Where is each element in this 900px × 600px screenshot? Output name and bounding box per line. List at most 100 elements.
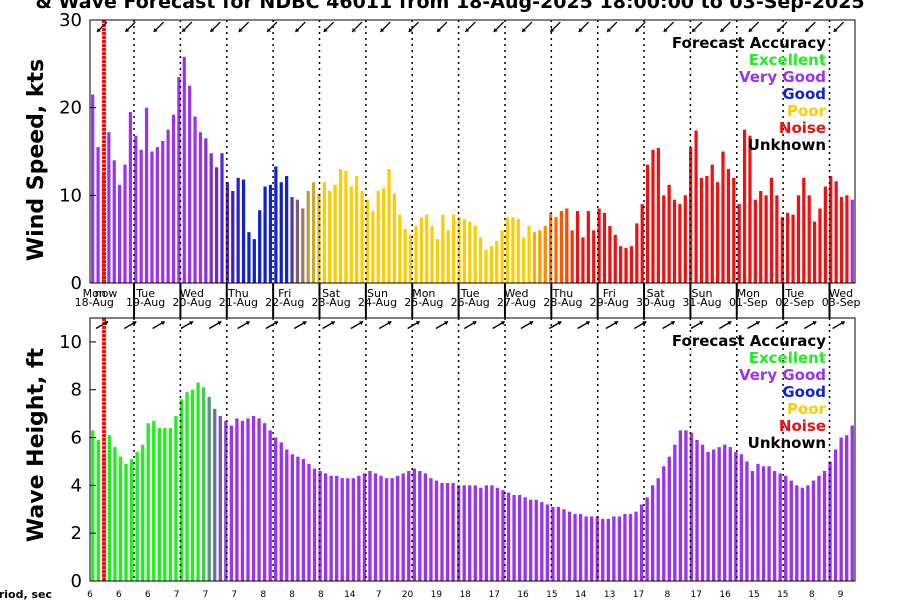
x-day-label: Mon: [412, 287, 435, 300]
bar: [656, 147, 660, 283]
bar: [645, 164, 650, 283]
y-tick-label: 20: [59, 98, 82, 119]
x-day-label: Sat: [647, 287, 666, 300]
bar: [673, 444, 677, 581]
bar: [322, 182, 326, 283]
direction-arrow: [520, 320, 534, 330]
bar: [759, 190, 763, 283]
bar: [96, 147, 100, 283]
bar: [171, 114, 176, 284]
bar: [285, 176, 289, 283]
bar: [209, 153, 213, 283]
legend-item: Good: [782, 85, 826, 103]
direction-arrow: [493, 21, 505, 33]
bar: [549, 212, 553, 283]
bar: [829, 176, 833, 283]
bar: [340, 478, 344, 581]
bar: [789, 480, 793, 581]
bar: [285, 449, 289, 581]
bar: [333, 184, 337, 283]
bar: [538, 230, 542, 283]
bar: [796, 195, 801, 283]
bar: [584, 516, 588, 581]
bar: [529, 499, 533, 581]
bar: [396, 475, 400, 581]
direction-arrow: [832, 320, 846, 330]
direction-arrow: [776, 21, 788, 33]
direction-arrow: [294, 21, 306, 33]
legend-title: Forecast Accuracy: [672, 332, 826, 350]
period-value: 14: [344, 590, 356, 600]
bar: [822, 471, 827, 581]
y-tick-label: 10: [59, 332, 82, 353]
legend-title: Forecast Accuracy: [672, 34, 826, 52]
period-value: 7: [376, 590, 382, 600]
bar: [182, 56, 186, 283]
bar: [756, 463, 760, 581]
legend-item: Very Good: [739, 366, 826, 384]
bar: [387, 169, 391, 283]
bar: [500, 230, 504, 283]
direction-arrow: [833, 21, 845, 33]
bar: [407, 471, 411, 581]
bar: [91, 430, 95, 581]
bar: [360, 190, 364, 283]
direction-arrow: [549, 21, 561, 33]
bar: [608, 226, 612, 283]
bar: [246, 418, 250, 581]
bar: [134, 135, 138, 283]
x-day-label: Wed: [505, 287, 529, 300]
bar: [318, 471, 322, 581]
bar: [185, 392, 189, 581]
bar: [446, 230, 450, 283]
bar: [484, 249, 488, 283]
x-day-label: Fri: [603, 287, 616, 300]
bar: [490, 485, 494, 581]
bar: [351, 478, 355, 581]
bar: [190, 389, 195, 581]
direction-arrow: [407, 320, 421, 330]
period-value: 20: [402, 590, 414, 600]
x-date-label: 19-Aug: [126, 296, 165, 309]
bar: [392, 193, 396, 283]
bar: [141, 444, 145, 581]
wave-y-axis-label: Wave Height, ft: [24, 347, 49, 542]
bar: [672, 199, 677, 283]
bar: [689, 147, 693, 283]
x-day-label: Sat: [322, 287, 341, 300]
bar: [207, 396, 211, 581]
bar: [263, 186, 267, 283]
bar: [218, 416, 222, 581]
bar: [578, 514, 583, 581]
bar: [229, 425, 234, 581]
bar: [624, 247, 628, 283]
bar: [123, 164, 127, 283]
direction-arrow: [238, 21, 250, 33]
bar: [384, 478, 389, 581]
bar: [434, 480, 439, 581]
bar: [850, 199, 854, 283]
period-value: 8: [318, 590, 324, 600]
bar: [224, 420, 228, 581]
bar: [179, 399, 184, 581]
bar: [296, 456, 300, 581]
x-day-label: Mon: [83, 287, 106, 300]
period-value: 17: [690, 590, 701, 600]
direction-arrow: [492, 320, 506, 330]
bar: [379, 475, 383, 581]
bar: [742, 129, 747, 283]
bar: [807, 195, 811, 283]
bar: [279, 182, 283, 283]
x-date-label: 18-Aug: [75, 296, 114, 309]
bar: [602, 212, 607, 283]
bar: [129, 459, 134, 581]
direction-arrow: [322, 320, 336, 330]
bar: [811, 480, 816, 581]
bar: [177, 76, 181, 283]
bar: [423, 473, 428, 581]
period-value: 8: [260, 590, 266, 600]
bar: [301, 459, 306, 581]
bar: [335, 475, 339, 581]
bar: [338, 169, 343, 283]
period-row: 6 6 6 7 7 7 8 8 8 14 7 20 19 18 17 16 15 14 13 17 8 17 16 15 15 8…: [87, 590, 844, 600]
